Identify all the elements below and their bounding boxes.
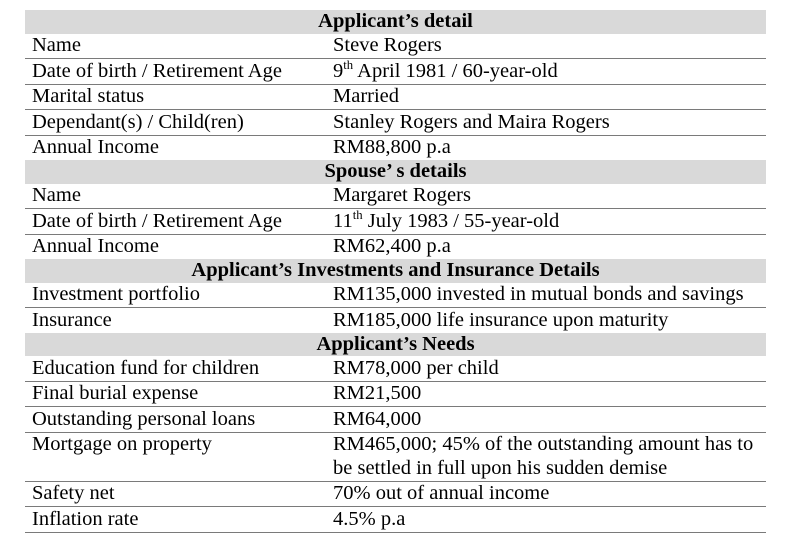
row-label: Mortgage on property [32,433,212,455]
row-label: Annual Income [32,136,159,158]
table-row: Name Steve Rogers [25,34,766,59]
row-label: Date of birth / Retirement Age [32,209,282,232]
table-row: Insurance RM185,000 life insurance upon m… [25,308,766,333]
row-value: Margaret Rogers [333,184,471,206]
row-value: RM185,000 life insurance upon maturity [333,308,669,331]
value-text: April 1981 / 60-year-old [353,59,558,82]
ordinal-suffix: th [352,207,363,222]
row-label: Annual Income [32,235,159,257]
row-value: Stanley Rogers and Maira Rogers [333,110,610,133]
table-row: Name Margaret Rogers [25,184,766,209]
row-label: Date of birth / Retirement Age [32,59,282,82]
table-row: Outstanding personal loans RM64,000 [25,407,766,433]
row-label: Safety net [32,482,115,504]
row-label: Marital status [32,85,145,107]
section-header: Spouse’ s details [25,160,766,184]
row-value: 9th April 1981 / 60-year-old [333,57,766,84]
table-row: Safety net 70% out of annual income [25,482,766,507]
table-row: Mortgage on property RM465,000; 45% of th… [25,433,766,482]
row-label: Final burial expense [32,382,199,404]
value-text: 11 [333,209,353,232]
table-row: Marital status Married [25,85,766,110]
table-row: Education fund for children RM78,000 per … [25,356,766,382]
table-row: Final burial expense RM21,500 [25,382,766,407]
table-row: Date of birth / Retirement Age 9th April … [25,57,766,85]
section-header: Applicant’s detail [25,10,766,34]
table-row: Annual Income RM62,400 p.a [25,235,766,260]
table-row: Inflation rate 4.5% p.a [25,507,766,533]
row-label: Insurance [32,308,112,331]
row-value: RM78,000 per child [333,356,499,379]
row-value: RM21,500 [333,382,422,404]
row-value: RM135,000 invested in mutual bonds and s… [333,283,744,305]
row-value: 11th July 1983 / 55-year-old [333,207,766,234]
table-row: Date of birth / Retirement Age 11th July … [25,207,766,235]
row-value: Steve Rogers [333,34,442,56]
row-value: RM88,800 p.a [333,136,451,158]
value-text: 9 [333,59,344,82]
table-row: Dependant(s) / Child(ren) Stanley Rogers … [25,110,766,136]
row-label: Inflation rate [32,507,139,530]
section-header: Applicant’s Investments and Insurance De… [25,259,766,283]
row-value: Married [333,85,400,107]
row-value: 70% out of annual income [333,482,550,504]
value-text: July 1983 / 55-year-old [362,209,560,232]
row-label: Name [32,184,81,206]
row-value: RM62,400 p.a [333,235,451,257]
row-value: RM64,000 [333,407,422,430]
row-label: Name [32,34,81,56]
row-label: Investment portfolio [32,283,200,305]
row-label: Education fund for children [32,356,260,379]
row-value: 4.5% p.a [333,507,406,530]
details-table: Applicant’s detail Name Steve Rogers Date o… [25,10,766,533]
row-label: Dependant(s) / Child(ren) [32,110,244,133]
ordinal-suffix: th [343,57,354,72]
row-label: Outstanding personal loans [32,407,256,430]
table-row: Annual Income RM88,800 p.a [25,136,766,161]
section-header: Applicant’s Needs [25,332,766,356]
row-value: RM465,000; 45% of the outstanding amount… [333,433,754,479]
table-row: Investment portfolio RM135,000 invested i… [25,283,766,308]
